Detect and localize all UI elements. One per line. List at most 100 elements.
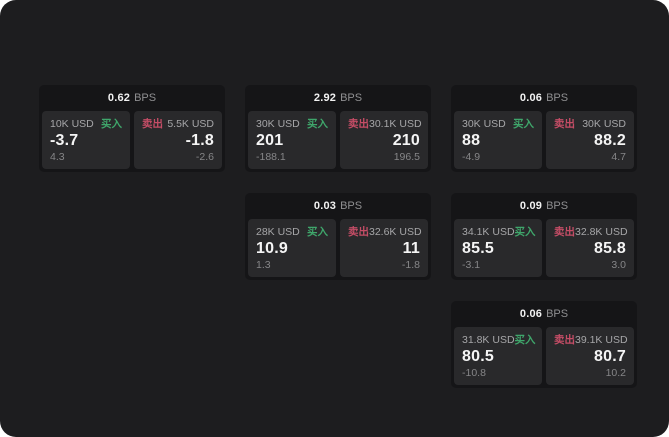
- sell-panel[interactable]: 卖出 5.5K USD -1.8 -2.6: [134, 111, 222, 169]
- buy-size-label: 10K USD: [50, 118, 94, 130]
- sell-panel-top: 卖出 32.8K USD: [554, 226, 628, 238]
- sell-side-tag: 卖出: [554, 334, 575, 346]
- sell-panel-top: 卖出 30.1K USD: [348, 118, 422, 130]
- sell-panel-top: 卖出 5.5K USD: [142, 118, 214, 130]
- sell-panel[interactable]: 卖出 30K USD 88.2 4.7: [546, 111, 634, 169]
- buy-panel[interactable]: 34.1K USD 买入 85.5 -3.1: [454, 219, 542, 277]
- buy-panel[interactable]: 28K USD 买入 10.9 1.3: [248, 219, 336, 277]
- sell-size-label: 5.5K USD: [167, 118, 214, 130]
- sell-price-value: 11: [402, 239, 420, 257]
- buy-side-tag: 买入: [513, 118, 534, 130]
- sell-side-tag: 卖出: [348, 118, 369, 130]
- sell-price-value: 210: [392, 131, 420, 149]
- buy-sub-value: -188.1: [256, 151, 286, 163]
- buy-price-value: 10.9: [256, 239, 288, 257]
- quote-card: 2.92 BPS 30K USD 买入 201 -188.1 卖出 30.1K …: [245, 85, 431, 172]
- buy-size-label: 30K USD: [462, 118, 506, 130]
- sell-side-tag: 卖出: [348, 226, 369, 238]
- buy-panel-top: 31.8K USD 买入: [462, 334, 536, 346]
- bps-unit-label: BPS: [340, 200, 363, 212]
- bps-unit-label: BPS: [546, 92, 569, 104]
- card-header: 2.92 BPS: [248, 85, 428, 111]
- sell-sub-value: -1.8: [401, 259, 420, 271]
- card-body: 30K USD 买入 88 -4.9 卖出 30K USD 88.2 4.7: [454, 111, 634, 169]
- sell-panel[interactable]: 卖出 39.1K USD 80.7 10.2: [546, 327, 634, 385]
- card-header: 0.09 BPS: [454, 193, 634, 219]
- sell-price-value: 80.7: [594, 347, 626, 365]
- sell-side-tag: 卖出: [554, 226, 575, 238]
- card-body: 31.8K USD 买入 80.5 -10.8 卖出 39.1K USD 80.…: [454, 327, 634, 385]
- buy-price-value: 85.5: [462, 239, 494, 257]
- card-body: 28K USD 买入 10.9 1.3 卖出 32.6K USD 11 -1.8: [248, 219, 428, 277]
- card-header: 0.62 BPS: [42, 85, 222, 111]
- cards-grid: 0.62 BPS 10K USD 买入 -3.7 4.3 卖出 5.5K USD…: [39, 85, 637, 388]
- buy-side-tag: 买入: [307, 226, 328, 238]
- quote-card: 0.09 BPS 34.1K USD 买入 85.5 -3.1 卖出 32.8K…: [451, 193, 637, 280]
- buy-side-tag: 买入: [307, 118, 328, 130]
- card-body: 10K USD 买入 -3.7 4.3 卖出 5.5K USD -1.8 -2.…: [42, 111, 222, 169]
- card-body: 34.1K USD 买入 85.5 -3.1 卖出 32.8K USD 85.8…: [454, 219, 634, 277]
- sell-panel[interactable]: 卖出 30.1K USD 210 196.5: [340, 111, 428, 169]
- buy-panel-top: 30K USD 买入: [462, 118, 534, 130]
- buy-price-value: -3.7: [50, 131, 79, 149]
- sell-sub-value: -2.6: [195, 151, 214, 163]
- buy-price-value: 88: [462, 131, 481, 149]
- card-header: 0.06 BPS: [454, 301, 634, 327]
- bps-unit-label: BPS: [340, 92, 363, 104]
- sell-price-value: 88.2: [594, 131, 626, 149]
- bps-value: 0.06: [519, 92, 543, 104]
- buy-panel[interactable]: 10K USD 买入 -3.7 4.3: [42, 111, 130, 169]
- sell-side-tag: 卖出: [142, 118, 163, 130]
- bps-unit-label: BPS: [546, 308, 569, 320]
- buy-size-label: 31.8K USD: [462, 334, 515, 346]
- sell-sub-value: 196.5: [393, 151, 420, 163]
- quote-card: 0.03 BPS 28K USD 买入 10.9 1.3 卖出 32.6K US…: [245, 193, 431, 280]
- card-body: 30K USD 买入 201 -188.1 卖出 30.1K USD 210 1…: [248, 111, 428, 169]
- sell-sub-value: 3.0: [611, 259, 626, 271]
- bps-value: 0.62: [107, 92, 131, 104]
- buy-panel[interactable]: 30K USD 买入 201 -188.1: [248, 111, 336, 169]
- buy-panel-top: 30K USD 买入: [256, 118, 328, 130]
- bps-value: 0.09: [519, 200, 543, 212]
- sell-panel-top: 卖出 32.6K USD: [348, 226, 422, 238]
- buy-size-label: 28K USD: [256, 226, 300, 238]
- sell-panel[interactable]: 卖出 32.8K USD 85.8 3.0: [546, 219, 634, 277]
- buy-panel-top: 34.1K USD 买入: [462, 226, 536, 238]
- buy-panel[interactable]: 31.8K USD 买入 80.5 -10.8: [454, 327, 542, 385]
- card-header: 0.03 BPS: [248, 193, 428, 219]
- sell-panel-top: 卖出 30K USD: [554, 118, 626, 130]
- buy-sub-value: -10.8: [462, 367, 486, 379]
- buy-size-label: 34.1K USD: [462, 226, 515, 238]
- sell-size-label: 32.8K USD: [575, 226, 628, 238]
- sell-panel[interactable]: 卖出 32.6K USD 11 -1.8: [340, 219, 428, 277]
- buy-size-label: 30K USD: [256, 118, 300, 130]
- bps-value: 0.06: [519, 308, 543, 320]
- sell-price-value: 85.8: [594, 239, 626, 257]
- sell-size-label: 32.6K USD: [369, 226, 422, 238]
- sell-size-label: 39.1K USD: [575, 334, 628, 346]
- bps-unit-label: BPS: [134, 92, 157, 104]
- buy-price-value: 201: [256, 131, 284, 149]
- buy-side-tag: 买入: [101, 118, 122, 130]
- buy-panel-top: 28K USD 买入: [256, 226, 328, 238]
- buy-sub-value: 1.3: [256, 259, 271, 271]
- bps-value: 0.03: [313, 200, 337, 212]
- bps-value: 2.92: [313, 92, 337, 104]
- bps-unit-label: BPS: [546, 200, 569, 212]
- quote-card: 0.06 BPS 30K USD 买入 88 -4.9 卖出 30K USD 8…: [451, 85, 637, 172]
- buy-side-tag: 买入: [514, 226, 536, 238]
- sell-sub-value: 10.2: [605, 367, 626, 379]
- buy-panel-top: 10K USD 买入: [50, 118, 122, 130]
- card-header: 0.06 BPS: [454, 85, 634, 111]
- sell-size-label: 30.1K USD: [369, 118, 422, 130]
- buy-sub-value: -4.9: [462, 151, 481, 163]
- quote-card: 0.62 BPS 10K USD 买入 -3.7 4.3 卖出 5.5K USD…: [39, 85, 225, 172]
- buy-panel[interactable]: 30K USD 买入 88 -4.9: [454, 111, 542, 169]
- sell-side-tag: 卖出: [554, 118, 575, 130]
- quote-card: 0.06 BPS 31.8K USD 买入 80.5 -10.8 卖出 39.1…: [451, 301, 637, 388]
- sell-sub-value: 4.7: [611, 151, 626, 163]
- sell-price-value: -1.8: [185, 131, 214, 149]
- buy-sub-value: 4.3: [50, 151, 65, 163]
- sell-panel-top: 卖出 39.1K USD: [554, 334, 628, 346]
